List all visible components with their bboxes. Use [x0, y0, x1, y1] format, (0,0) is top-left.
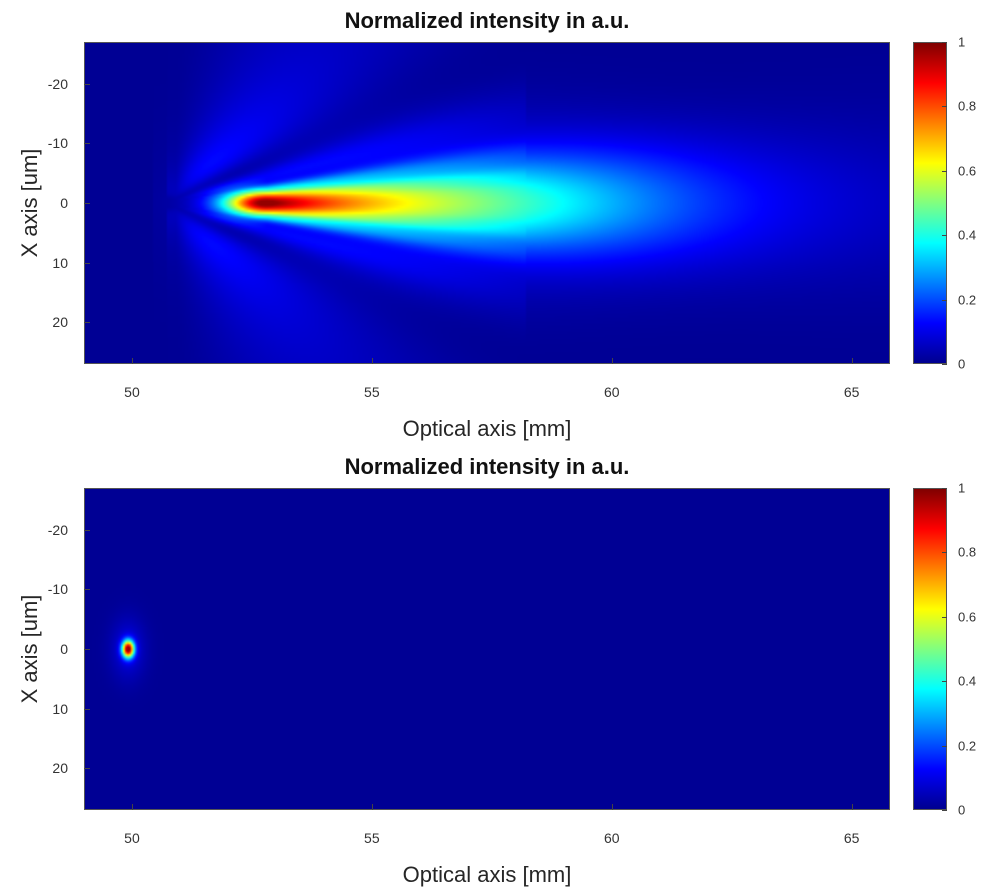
- y-tick-label: -10: [47, 581, 68, 598]
- heatmap-canvas: [85, 489, 889, 809]
- x-tick-mark: [611, 804, 613, 810]
- x-tick-label: 60: [603, 830, 620, 846]
- x-axis-label: Optical axis [mm]: [402, 416, 572, 441]
- x-axis-label: Optical axis [mm]: [402, 862, 572, 887]
- x-tick-mark: [611, 358, 613, 364]
- y-tick-mark: [84, 529, 90, 531]
- y-tick-mark: [84, 203, 90, 204]
- heatmap-plot-area: [84, 42, 890, 364]
- y-tick-label: 20: [52, 760, 68, 777]
- bottom-heatmap-panel: Normalized intensity in a.u. X axis [um]…: [0, 446, 1000, 892]
- y-tick-label: 0: [60, 641, 68, 657]
- x-tick-mark: [371, 804, 373, 810]
- y-axis-label: X axis [um]: [17, 148, 42, 258]
- y-tick-label: -20: [47, 75, 68, 92]
- y-tick-mark: [84, 262, 90, 264]
- x-tick-label: 55: [364, 384, 380, 400]
- colorbar-tick-label: 0.6: [958, 163, 977, 179]
- y-tick-mark: [84, 649, 90, 650]
- colorbar-tick-label: 0.6: [958, 609, 977, 625]
- colorbar-tick-label: 0.8: [958, 544, 977, 560]
- colorbar-tick-label: 1: [958, 34, 966, 50]
- colorbar-tick-mark: [942, 681, 947, 683]
- x-tick-mark: [371, 358, 373, 364]
- y-tick-label: 0: [60, 195, 68, 211]
- x-tick-label: 60: [603, 384, 620, 400]
- colorbar-tick-mark: [942, 552, 947, 554]
- colorbar-tick-mark: [942, 364, 947, 365]
- top-heatmap-panel: Normalized intensity in a.u. X axis [um]…: [17, 8, 977, 441]
- colorbar-tick-mark: [942, 745, 947, 747]
- colorbar-tick-label: 0.4: [958, 673, 977, 689]
- y-tick-mark: [84, 708, 90, 710]
- x-tick-mark: [851, 358, 853, 364]
- colorbar-tick-mark: [942, 299, 947, 301]
- heatmap-canvas: [85, 43, 889, 363]
- colorbar-tick-mark: [942, 810, 947, 811]
- chart-title: Normalized intensity in a.u.: [344, 8, 630, 33]
- x-tick-label: 55: [364, 830, 380, 846]
- x-tick-mark: [131, 804, 133, 810]
- heatmap-plot-area: [84, 488, 890, 810]
- x-tick-label: 65: [843, 384, 860, 400]
- colorbar-tick-label: 0.2: [958, 292, 977, 308]
- y-tick-mark: [84, 589, 90, 591]
- y-tick-label: -20: [47, 521, 68, 538]
- y-tick-mark: [84, 322, 90, 324]
- x-tick-label: 50: [124, 830, 140, 846]
- colorbar-tick-label: 0.2: [958, 738, 977, 754]
- colorbar-tick-mark: [942, 488, 947, 489]
- colorbar-tick-label: 1: [958, 480, 966, 496]
- x-tick-mark: [131, 358, 133, 364]
- colorbar: [913, 488, 947, 810]
- y-tick-label: 10: [52, 700, 68, 717]
- y-tick-mark: [84, 768, 90, 770]
- x-tick-label: 50: [124, 384, 140, 400]
- colorbar-tick-mark: [942, 235, 947, 237]
- y-tick-mark: [84, 143, 90, 145]
- colorbar-tick-mark: [942, 42, 947, 43]
- colorbar-tick-label: 0: [958, 356, 966, 372]
- x-tick-mark: [851, 804, 853, 810]
- x-tick-label: 65: [843, 830, 860, 846]
- y-axis-label: X axis [um]: [17, 594, 42, 704]
- y-tick-label: 20: [52, 314, 68, 331]
- colorbar-tick-label: 0.4: [958, 227, 977, 243]
- colorbar-tick-label: 0: [958, 802, 966, 818]
- y-tick-label: 10: [52, 254, 68, 271]
- colorbar-tick-mark: [942, 616, 947, 618]
- colorbar-tick-label: 0.8: [958, 98, 977, 114]
- colorbar: [913, 42, 947, 364]
- y-tick-mark: [84, 83, 90, 85]
- y-tick-label: -10: [47, 135, 68, 152]
- colorbar-tick-mark: [942, 106, 947, 108]
- chart-title: Normalized intensity in a.u.: [344, 454, 630, 479]
- colorbar-tick-mark: [942, 170, 947, 172]
